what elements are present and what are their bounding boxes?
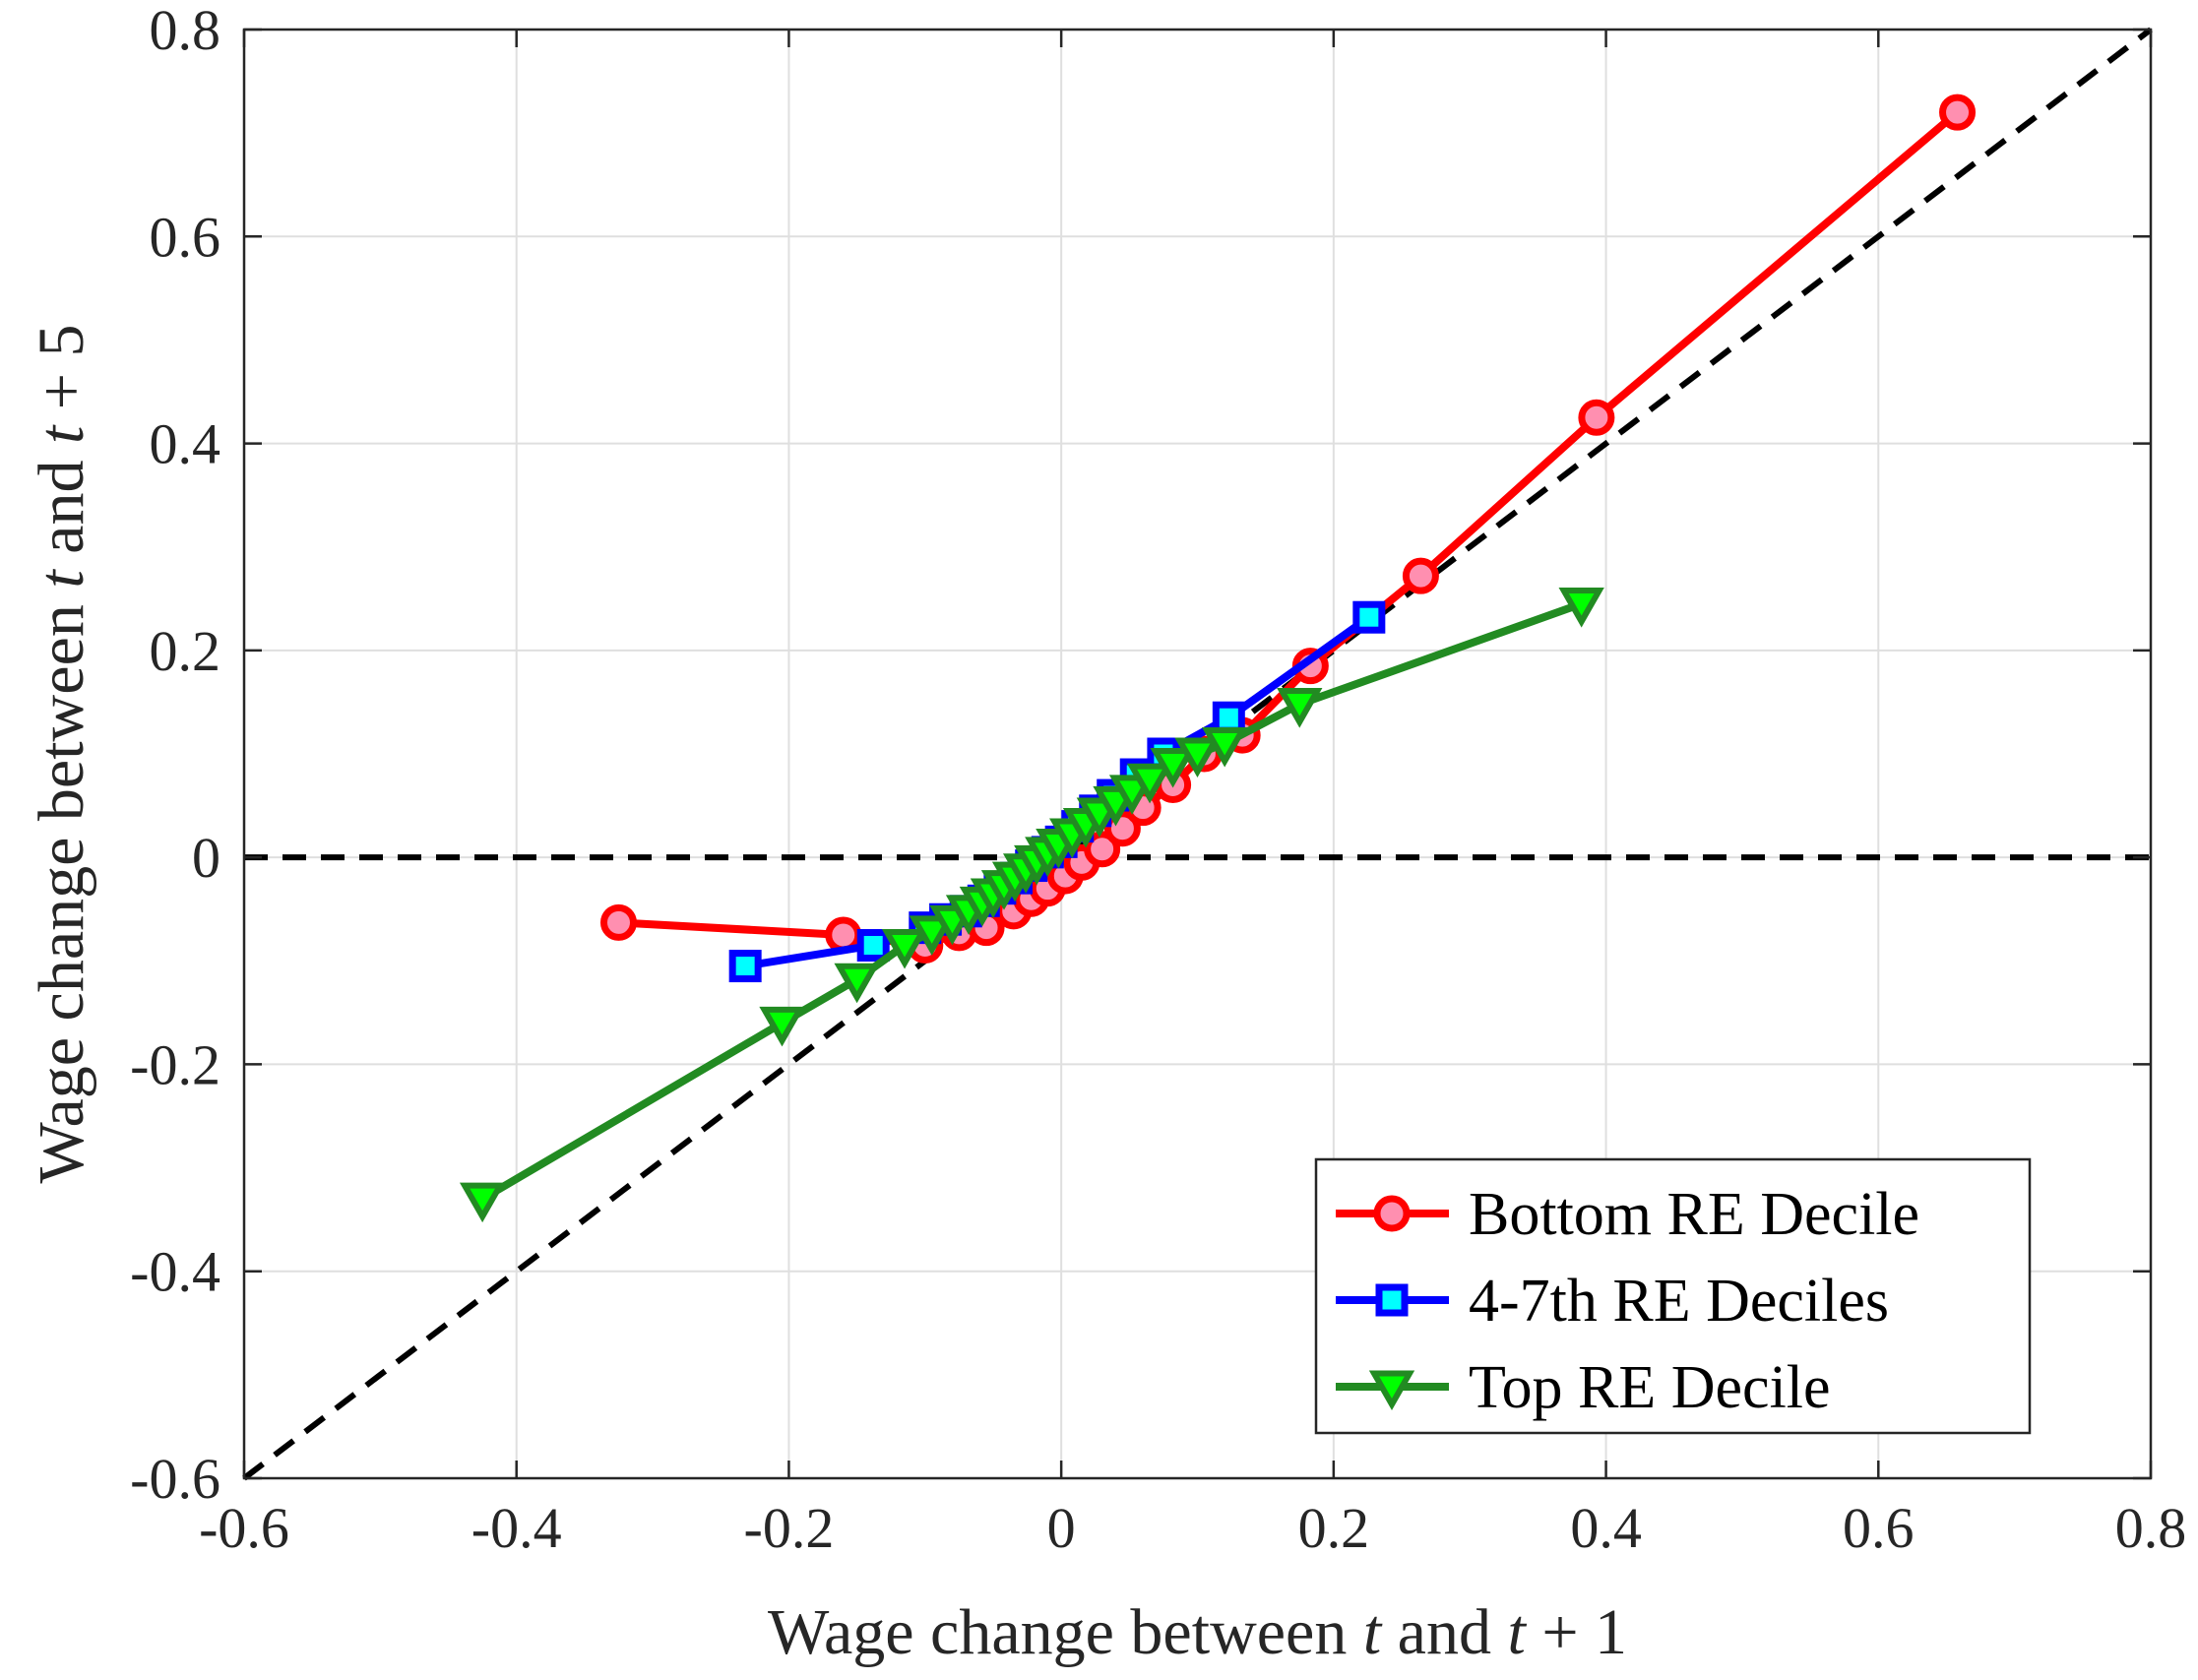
y-tick-label: 0.2 — [150, 619, 221, 683]
data-point — [759, 1006, 805, 1047]
y-axis-title-var2: t — [26, 424, 97, 444]
data-point — [1939, 93, 1977, 131]
data-point — [1402, 557, 1439, 594]
y-tick-label: -0.4 — [130, 1240, 220, 1304]
legend: Bottom RE Decile 4-7th RE Deciles Top RE D… — [1314, 1157, 2032, 1435]
x-axis-title-var: t — [1363, 1596, 1383, 1668]
data-point — [1202, 726, 1248, 768]
legend-entry: Bottom RE Decile — [1336, 1181, 1919, 1248]
x-axis-title-pre: Wage change between — [768, 1596, 1363, 1668]
x-tick-label: 0 — [1047, 1496, 1076, 1560]
y-axis-title-var: t — [26, 569, 97, 589]
x-tick-label: 0.4 — [1570, 1496, 1642, 1560]
y-tick-label: -0.2 — [130, 1032, 220, 1096]
data-point — [1352, 600, 1386, 634]
y-axis-title-post: + 5 — [26, 324, 97, 425]
y-axis-title: Wage change between t and t + 5 — [26, 324, 97, 1183]
x-tick-label: -0.4 — [471, 1496, 562, 1560]
legend-entry: Top RE Decile — [1336, 1354, 1831, 1421]
axes-box — [242, 28, 2153, 1480]
series-layer — [459, 93, 1977, 1223]
x-axis-title-post: + 1 — [1526, 1596, 1627, 1668]
x-tick-label: 0.8 — [2115, 1496, 2187, 1560]
y-tick-label: 0 — [192, 826, 220, 890]
legend-marker — [1373, 1195, 1411, 1232]
legend-entry: 4-7th RE Deciles — [1336, 1268, 1889, 1335]
data-point — [881, 929, 928, 969]
legend-marker — [1375, 1283, 1409, 1317]
x-axis-title: Wage change between t and t + 1 — [768, 1596, 1627, 1668]
y-tick-labels: -0.6 -0.4 -0.2 0 0.2 0.4 0.6 0.8 — [130, 0, 220, 1511]
legend-entries: Bottom RE Decile 4-7th RE Deciles Top RE D… — [1336, 1181, 1919, 1421]
x-axis-title-mid: and — [1381, 1596, 1507, 1668]
x-tick-label: 0.2 — [1298, 1496, 1370, 1560]
x-axis-title-var2: t — [1507, 1596, 1527, 1668]
x-tick-label: 0.6 — [1843, 1496, 1915, 1560]
ticks — [242, 28, 2153, 1480]
x-tick-labels: -0.6 -0.4 -0.2 0 0.2 0.4 0.6 0.8 — [199, 1496, 2186, 1560]
data-point — [728, 950, 762, 983]
data-point — [909, 915, 955, 956]
data-point — [1212, 701, 1245, 734]
data-point — [599, 903, 637, 941]
legend-marker — [1368, 1370, 1415, 1411]
y-axis-title-mid: and — [26, 444, 97, 570]
data-point — [1126, 763, 1173, 804]
data-point — [834, 963, 880, 1004]
legend-label: 4-7th RE Deciles — [1469, 1268, 1889, 1335]
data-point — [1578, 399, 1615, 436]
x-tick-label: -0.2 — [744, 1496, 835, 1560]
data-point — [856, 929, 890, 963]
y-tick-label: 0.8 — [150, 0, 221, 62]
y-tick-label: 0.4 — [150, 412, 221, 476]
data-point — [1084, 831, 1121, 868]
data-point — [1174, 737, 1221, 778]
y-tick-label: 0.6 — [150, 205, 221, 269]
series-3 — [459, 588, 1604, 1223]
legend-label: Bottom RE Decile — [1469, 1181, 1919, 1248]
y-tick-label: -0.6 — [130, 1447, 220, 1511]
y-axis-title-pre: Wage change between — [26, 589, 97, 1184]
legend-label: Top RE Decile — [1469, 1354, 1831, 1421]
data-point — [1150, 748, 1196, 788]
data-point — [459, 1182, 506, 1223]
data-point — [1558, 588, 1604, 628]
x-tick-label: -0.6 — [199, 1496, 289, 1560]
data-point — [1277, 688, 1323, 728]
